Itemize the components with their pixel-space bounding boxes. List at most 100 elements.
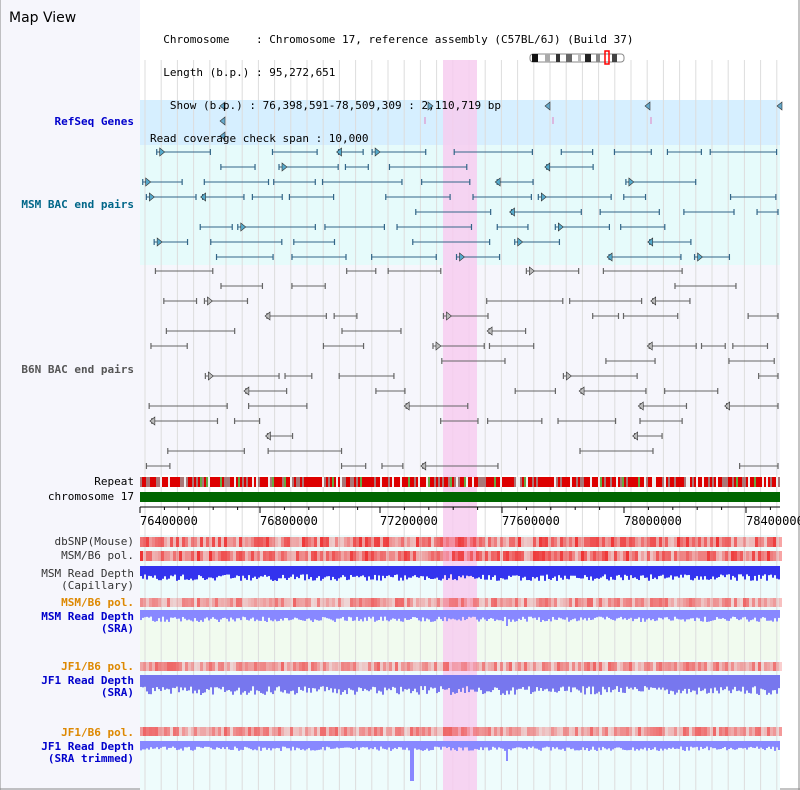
depth-bar bbox=[410, 675, 412, 694]
heat-cell bbox=[620, 727, 623, 736]
depth-bar bbox=[478, 675, 480, 688]
depth-bar bbox=[154, 610, 156, 622]
heat-cell bbox=[323, 537, 326, 547]
heat-cell bbox=[356, 537, 359, 547]
heat-cell bbox=[368, 537, 371, 547]
heat-cell bbox=[470, 537, 473, 547]
depth-bar bbox=[270, 741, 272, 751]
depth-bar bbox=[740, 675, 742, 692]
heat-cell bbox=[584, 727, 587, 736]
depth-bar bbox=[592, 675, 594, 687]
heat-cell bbox=[392, 662, 395, 671]
repeat-segment bbox=[734, 477, 736, 487]
heat-cell bbox=[518, 551, 521, 561]
heat-cell bbox=[395, 598, 398, 607]
repeat-segment bbox=[508, 477, 510, 487]
repeat-segment bbox=[246, 477, 248, 487]
heat-cell bbox=[497, 598, 500, 607]
depth-bar bbox=[556, 675, 558, 693]
depth-bar bbox=[330, 610, 332, 620]
track-label-msm-depth-capillary[interactable]: MSM Read Depth (Capillary) bbox=[41, 567, 134, 592]
depth-bar bbox=[250, 675, 252, 691]
depth-bar bbox=[388, 675, 390, 689]
repeat-segment bbox=[548, 477, 550, 487]
heat-cell bbox=[449, 727, 452, 736]
heat-cell bbox=[506, 598, 509, 607]
repeat-segment bbox=[256, 477, 258, 487]
depth-bar bbox=[632, 741, 634, 748]
depth-bar bbox=[778, 610, 780, 618]
depth-bar bbox=[394, 610, 396, 619]
depth-bar bbox=[200, 566, 202, 577]
track-label-repeat[interactable]: Repeat bbox=[94, 475, 134, 488]
heat-cell bbox=[572, 727, 575, 736]
depth-bar bbox=[728, 741, 730, 750]
depth-bar bbox=[534, 566, 536, 579]
depth-bar bbox=[570, 566, 572, 576]
depth-bar bbox=[518, 610, 520, 619]
depth-bar bbox=[146, 741, 148, 749]
track-label-jf1-pol-trimmed[interactable]: JF1/B6 pol. bbox=[61, 726, 134, 739]
depth-bar bbox=[686, 566, 688, 576]
heat-cell bbox=[272, 727, 275, 736]
heat-cell bbox=[566, 662, 569, 671]
depth-bar bbox=[488, 675, 490, 692]
depth-bar bbox=[524, 566, 526, 577]
heat-cell bbox=[761, 537, 764, 547]
depth-bar bbox=[536, 566, 538, 578]
depth-bar bbox=[640, 610, 642, 622]
heat-cell bbox=[314, 662, 317, 671]
depth-bar bbox=[380, 610, 382, 617]
repeat-segment bbox=[360, 477, 362, 487]
heat-cell bbox=[779, 598, 782, 607]
track-label-msm-pol-sra[interactable]: MSM/B6 pol. bbox=[61, 596, 134, 609]
heat-cell bbox=[527, 662, 530, 671]
heat-cell bbox=[404, 551, 407, 561]
depth-bar bbox=[204, 741, 206, 747]
track-label-jf1-pol[interactable]: JF1/B6 pol. bbox=[61, 660, 134, 673]
depth-bar bbox=[578, 741, 580, 751]
depth-bar bbox=[506, 741, 508, 761]
heat-cell bbox=[701, 662, 704, 671]
track-label-refseq-genes[interactable]: RefSeq Genes bbox=[54, 115, 134, 128]
depth-bar bbox=[314, 741, 316, 751]
heat-cell bbox=[434, 727, 437, 736]
heat-cell bbox=[737, 537, 740, 547]
repeat-segment bbox=[386, 477, 388, 487]
heat-cell bbox=[569, 727, 572, 736]
track-label-chromosome[interactable]: chromosome 17 bbox=[47, 490, 134, 503]
track-label-dbsnp[interactable]: dbSNP(Mouse) bbox=[54, 535, 134, 548]
repeat-segment bbox=[744, 477, 746, 487]
depth-bar bbox=[422, 675, 424, 691]
heat-cell bbox=[605, 537, 608, 547]
track-label-msm-depth-sra[interactable]: MSM Read Depth (SRA) bbox=[41, 610, 134, 635]
heat-cell bbox=[527, 598, 530, 607]
heat-cell bbox=[449, 598, 452, 607]
depth-bar bbox=[516, 741, 518, 748]
depth-bar bbox=[416, 675, 418, 693]
heat-cell bbox=[536, 662, 539, 671]
depth-bar bbox=[438, 741, 440, 748]
heat-cell bbox=[227, 537, 230, 547]
track-label-jf1-depth-trimmed[interactable]: JF1 Read Depth (SRA trimmed) bbox=[41, 740, 134, 765]
refseq-genes bbox=[424, 117, 652, 124]
heat-cell bbox=[206, 598, 209, 607]
depth-bar bbox=[716, 741, 718, 750]
heat-cell bbox=[143, 662, 146, 671]
repeat-segment bbox=[244, 477, 246, 487]
heat-cell bbox=[593, 662, 596, 671]
track-label-msm-bac[interactable]: MSM BAC end pairs bbox=[21, 198, 134, 211]
depth-bar bbox=[284, 610, 286, 618]
depth-bar bbox=[466, 610, 468, 620]
depth-bar bbox=[454, 610, 456, 620]
track-label-b6n-bac[interactable]: B6N BAC end pairs bbox=[21, 363, 134, 376]
heat-cell bbox=[743, 537, 746, 547]
track-label-jf1-depth-sra[interactable]: JF1 Read Depth (SRA) bbox=[41, 674, 134, 699]
depth-bar bbox=[344, 610, 346, 621]
track-label-msm-pol[interactable]: MSM/B6 pol. bbox=[61, 549, 134, 562]
heat-cell bbox=[242, 598, 245, 607]
heat-cell bbox=[581, 537, 584, 547]
heat-cell bbox=[695, 598, 698, 607]
depth-bar bbox=[678, 675, 680, 690]
